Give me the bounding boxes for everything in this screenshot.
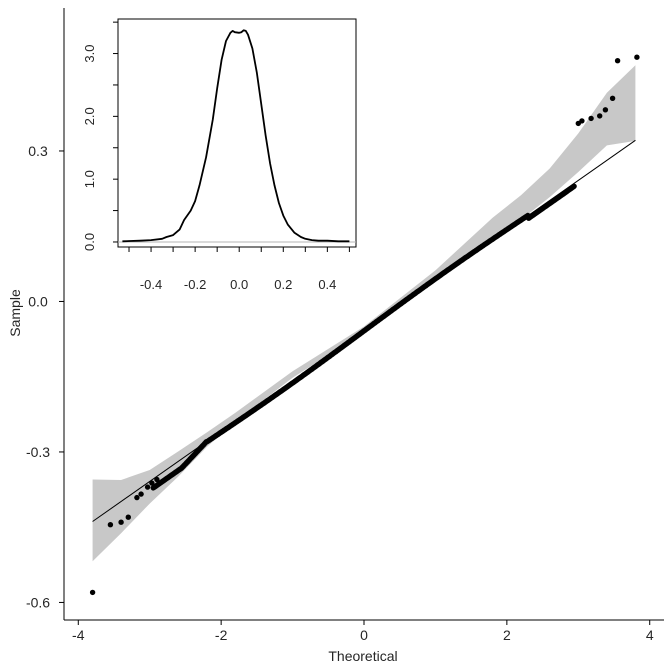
inset-x-tick-label: 0.0 [230, 277, 248, 292]
x-tick-label: -2 [215, 627, 228, 643]
x-tick-label: -4 [72, 627, 85, 643]
density-curve [122, 29, 350, 243]
sample-point [134, 494, 140, 501]
sample-point [89, 589, 96, 596]
inset-y-tick-label: 0.0 [82, 233, 97, 251]
inset-y-tick-label: 2.0 [82, 107, 97, 125]
sample-point [125, 514, 131, 520]
y-tick-label: -0.6 [26, 594, 50, 610]
sample-point [579, 118, 585, 124]
sample-points [89, 54, 640, 596]
y-tick-label: -0.3 [26, 444, 50, 460]
sample-point [609, 95, 616, 102]
x-tick-label: 0 [360, 627, 368, 643]
inset-y-tick-label: 3.0 [82, 45, 97, 63]
inset-frame [117, 18, 357, 248]
sample-point [634, 54, 640, 60]
inset-x-tick-label: -0.4 [140, 277, 162, 292]
inset-x-tick-label: 0.4 [318, 277, 336, 292]
x-tick-label: 4 [646, 627, 654, 643]
sample-point [107, 522, 114, 528]
sample-point [602, 107, 609, 113]
sample-points-dense [150, 183, 577, 491]
y-tick-label: 0.0 [28, 293, 48, 309]
y-tick-label: 0.3 [28, 143, 48, 159]
sample-point [588, 115, 594, 122]
inset-y-tick-label: 1.0 [82, 170, 97, 188]
x-axis-ticks: -4 -2 0 2 4 [72, 620, 654, 643]
y-axis-ticks: -0.6 -0.3 0.0 0.3 [26, 143, 64, 610]
inset-y-ticks: 0.0 1.0 2.0 3.0 [82, 21, 118, 251]
sample-point [118, 519, 124, 525]
x-tick-label: 2 [503, 627, 511, 643]
sample-point [144, 484, 151, 490]
sample-point [154, 476, 160, 483]
density-inset: -0.4 -0.2 0.0 0.2 0.4 0.0 1.0 2.0 3.0 [82, 18, 357, 292]
y-axis-title: Sample [7, 289, 23, 337]
sample-point [614, 58, 621, 64]
sample-point [149, 480, 155, 486]
inset-x-tick-label: -0.2 [184, 277, 206, 292]
x-axis-title: Theoretical [328, 648, 397, 664]
inset-x-ticks: -0.4 -0.2 0.0 0.2 0.4 [128, 247, 350, 292]
inset-x-tick-label: 0.2 [274, 277, 292, 292]
density-line [122, 29, 350, 243]
sample-point [138, 491, 144, 497]
sample-point [597, 113, 603, 119]
